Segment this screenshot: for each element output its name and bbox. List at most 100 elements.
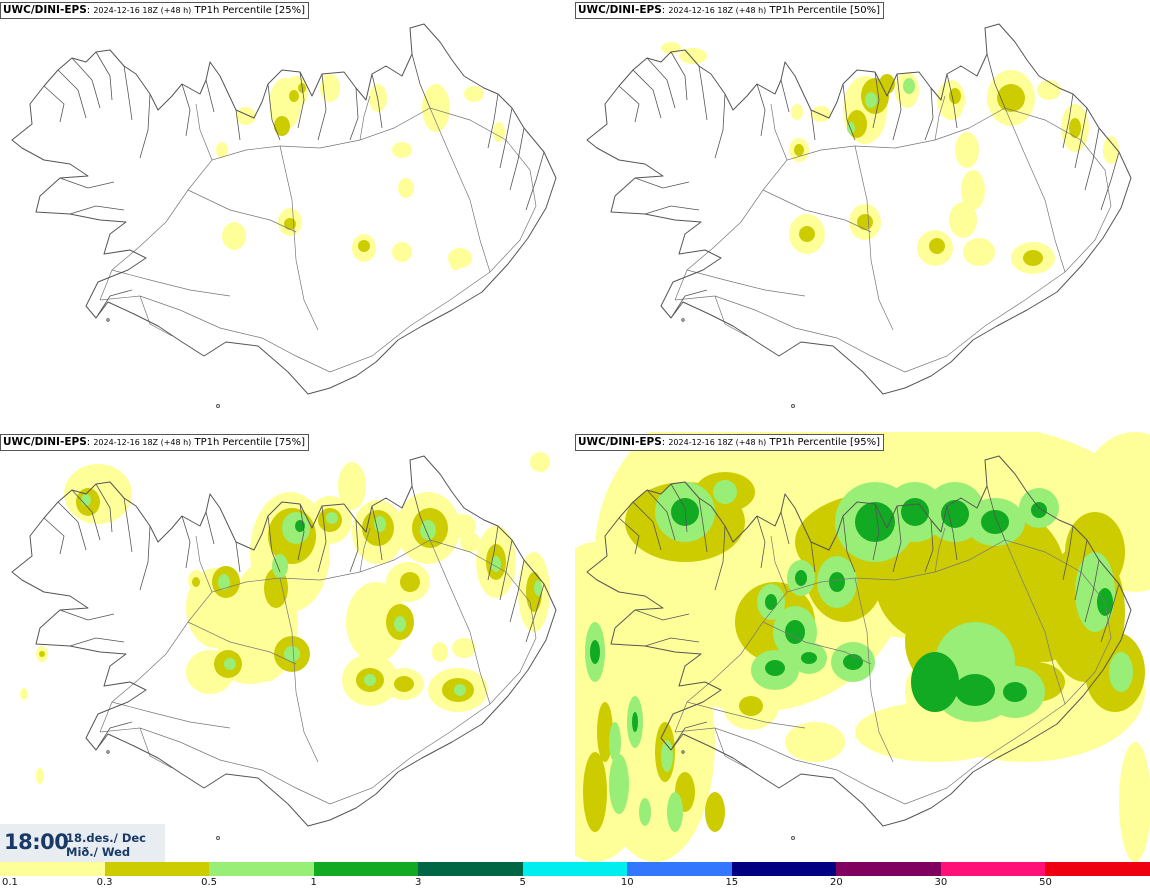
fjord-line xyxy=(670,289,708,319)
road-line xyxy=(770,103,788,161)
road-line xyxy=(187,189,297,233)
iceland-coastline xyxy=(586,455,1132,827)
precip-contour xyxy=(452,638,476,658)
precip-contour xyxy=(739,696,763,716)
fjord-line xyxy=(267,515,281,573)
road-line xyxy=(111,269,231,297)
panel-p50: UWC/DINI-EPS: 2024-12-16 18Z (+48 h) TP1… xyxy=(575,0,1150,430)
fjord-line xyxy=(946,505,958,561)
precip-contour xyxy=(20,688,28,700)
colorbar-tick-label: 0.3 xyxy=(96,877,113,888)
precip-contour xyxy=(609,754,629,814)
roads-layer xyxy=(674,527,1112,805)
map-p25 xyxy=(11,23,557,408)
precip-contour xyxy=(464,86,484,102)
precip-contour xyxy=(949,202,977,238)
colorbar-tick-label: 15 xyxy=(725,877,739,888)
colorbar-tick-label: 3 xyxy=(414,877,422,888)
precip-contour xyxy=(272,554,288,578)
precip-contour xyxy=(398,178,414,198)
iceland-coastline xyxy=(586,23,1132,395)
island xyxy=(216,836,220,840)
island xyxy=(791,404,795,408)
model-source: UWC/DINI-EPS xyxy=(3,4,87,16)
colorbar-tick-label: 0.1 xyxy=(2,877,18,888)
precip-contour xyxy=(420,520,436,540)
fjord-line xyxy=(842,83,856,141)
road-line xyxy=(99,139,537,373)
precip-contour xyxy=(955,132,979,168)
precip-contour xyxy=(609,722,621,762)
precip-contour xyxy=(765,660,785,676)
road-line xyxy=(854,577,894,763)
precip-contour xyxy=(857,214,873,230)
fjord-line xyxy=(71,57,101,109)
precip-field xyxy=(20,452,550,784)
fjord-line xyxy=(57,501,87,551)
iceland-coastline xyxy=(11,455,557,827)
road-line xyxy=(139,295,173,337)
precip-contour xyxy=(632,712,638,732)
fjord-line xyxy=(872,71,880,129)
fjord-line xyxy=(698,65,708,121)
road-line xyxy=(429,107,491,273)
fjord-line xyxy=(235,541,241,573)
run-time: 2024-12-16 18Z (+48 h) xyxy=(668,6,767,15)
variable-label: TP1h Percentile [95%] xyxy=(769,437,881,448)
precip-contour xyxy=(392,242,412,262)
island xyxy=(681,318,685,322)
map-p50 xyxy=(586,23,1132,408)
fjord-line xyxy=(714,93,726,159)
precip-contour xyxy=(218,574,230,590)
fjord-line xyxy=(411,53,431,109)
precip-contour xyxy=(81,494,91,506)
precip-contour xyxy=(1031,502,1047,518)
precip-contour xyxy=(320,74,340,102)
fjord-line xyxy=(670,51,688,101)
fjord-line xyxy=(618,517,640,555)
fjord-line xyxy=(810,541,816,573)
colorbar-swatch xyxy=(209,862,315,876)
precip-contour xyxy=(222,222,246,250)
road-line xyxy=(770,535,788,593)
precip-contour xyxy=(705,792,725,832)
precip-contour xyxy=(400,572,420,592)
precip-contour xyxy=(799,226,815,242)
map-p75 xyxy=(11,452,557,840)
road-line xyxy=(195,103,213,161)
road-line xyxy=(674,139,1112,373)
fjord-line xyxy=(297,503,305,561)
fjord-line xyxy=(644,205,700,215)
roads-layer xyxy=(99,95,537,373)
fjord-line xyxy=(756,83,766,137)
road-line xyxy=(686,701,806,729)
road-line xyxy=(686,269,806,297)
panel-title: UWC/DINI-EPS: 2024-12-16 18Z (+48 h) TP1… xyxy=(0,434,310,451)
precip-contour xyxy=(448,514,476,538)
colorbar-tick-label: 0.5 xyxy=(201,877,218,888)
precip-contour xyxy=(785,722,845,762)
precip-contour xyxy=(192,577,200,587)
fjord-line xyxy=(946,73,958,129)
fjord-line xyxy=(780,511,790,545)
variable-label: TP1h Percentile [50%] xyxy=(769,5,881,16)
fjord-line xyxy=(181,83,191,137)
colorbar-swatch xyxy=(836,862,942,876)
road-line xyxy=(714,727,748,769)
colorbar-swatch xyxy=(0,862,106,876)
model-source: UWC/DINI-EPS xyxy=(578,4,662,16)
fjord-line xyxy=(59,177,115,189)
colorbar-tick-label: 30 xyxy=(934,877,948,888)
fjord-line xyxy=(1100,151,1120,211)
fjord-line xyxy=(634,177,690,189)
road-line xyxy=(359,527,371,573)
fjord-line xyxy=(780,79,790,113)
precip-contour xyxy=(963,238,995,266)
precip-contour xyxy=(955,674,995,706)
colorbar-swatch xyxy=(940,862,1046,876)
precip-contour xyxy=(364,674,376,686)
fjord-line xyxy=(123,497,133,553)
precip-contour xyxy=(432,642,448,662)
precip-contour xyxy=(284,218,296,230)
fjord-line xyxy=(842,515,856,573)
